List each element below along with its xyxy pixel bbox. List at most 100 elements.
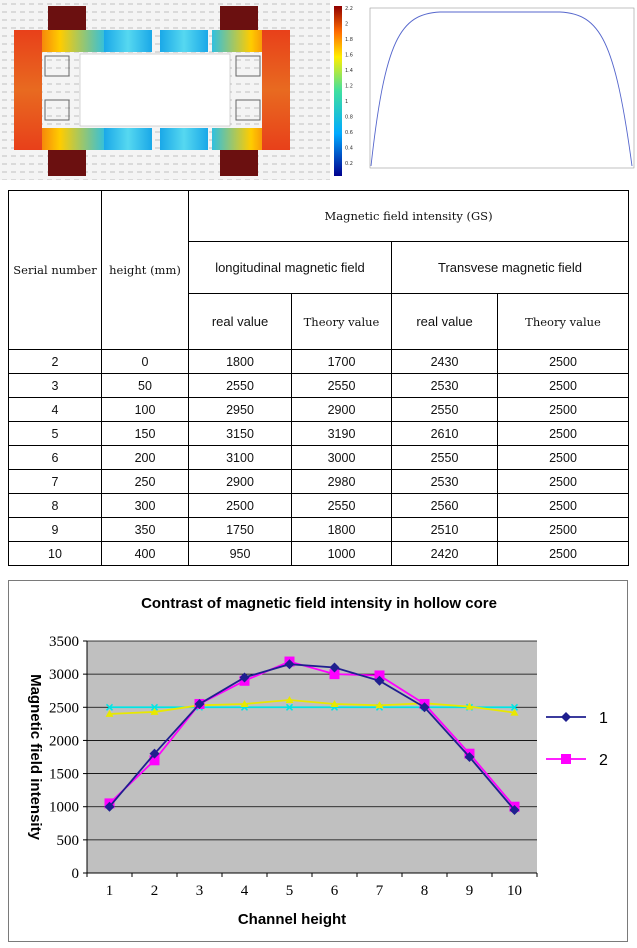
colorbar-tick-label: 2 — [345, 22, 348, 28]
series-line-1 — [108, 663, 516, 811]
table-cell: 2950 — [188, 397, 292, 422]
data-point — [105, 703, 114, 711]
x-tick-label: 4 — [241, 883, 249, 899]
table-cell: 300 — [101, 493, 189, 518]
table-cell: 10 — [8, 541, 102, 566]
table-row: 10 400 950 1000 2420 2500 — [8, 541, 630, 566]
colorbar-tick-label: 1 — [345, 99, 348, 105]
table-cell: 2980 — [291, 469, 392, 494]
table-cell: 2550 — [391, 445, 498, 470]
table-row: 5 150 3150 3190 2610 2500 — [8, 421, 630, 446]
data-point — [149, 755, 160, 766]
colorbar-tick-label: 0.2 — [345, 161, 353, 167]
header-trans-real: real value — [391, 293, 498, 350]
table-cell: 2550 — [291, 493, 392, 518]
data-point — [239, 672, 250, 683]
y-tick-label: 3500 — [49, 634, 79, 650]
chart-title: Contrast of magnetic field intensity in … — [141, 595, 497, 612]
table-cell: 2500 — [496, 469, 630, 494]
data-point — [375, 701, 384, 709]
table-cell: 0 — [101, 349, 189, 374]
table-cell: 2530 — [391, 373, 498, 398]
data-point — [510, 708, 519, 716]
data-point — [104, 801, 115, 812]
x-tick-label: 3 — [196, 883, 204, 899]
data-point — [509, 805, 520, 816]
data-point — [240, 699, 249, 707]
line-chart: Contrast of magnetic field intensity in … — [27, 595, 608, 928]
table-row: 9 350 1750 1800 2510 2500 — [8, 517, 630, 542]
table-cell: 3000 — [291, 445, 392, 470]
field-simulation-image — [0, 0, 330, 180]
table-cell: 2500 — [496, 421, 630, 446]
table-cell: 2500 — [188, 493, 292, 518]
colorbar-tick-label: 1.8 — [345, 37, 353, 43]
table-row: 6 200 3100 3000 2550 2500 — [8, 445, 630, 470]
table-cell: 2550 — [391, 397, 498, 422]
table-cell: 2500 — [496, 445, 630, 470]
table-cell: 950 — [188, 541, 292, 566]
table-cell: 3 — [8, 373, 102, 398]
y-tick-label: 0 — [72, 866, 80, 882]
table-row: 7 250 2900 2980 2530 2500 — [8, 469, 630, 494]
chart-container: Contrast of magnetic field intensity in … — [8, 580, 628, 942]
data-point — [561, 712, 571, 722]
data-point — [149, 748, 160, 759]
table-cell: 3190 — [291, 421, 392, 446]
colorbar-tick-label: 1.4 — [345, 68, 353, 74]
legend-label: 1 — [599, 710, 608, 727]
table-cell: 2430 — [391, 349, 498, 374]
table-cell: 2510 — [391, 517, 498, 542]
table-cell: 4 — [8, 397, 102, 422]
x-tick-label: 2 — [151, 883, 159, 899]
table-cell: 100 — [101, 397, 189, 422]
table-cell: 2500 — [496, 493, 630, 518]
header-serial-number: Serial number — [8, 190, 102, 350]
y-tick-label: 2000 — [49, 733, 79, 749]
data-point — [464, 752, 475, 762]
table-cell: 3100 — [188, 445, 292, 470]
data-point — [374, 675, 385, 686]
data-point — [329, 662, 340, 673]
data-point — [284, 659, 295, 670]
legend-label: 2 — [599, 752, 608, 769]
x-tick-label: 9 — [466, 883, 474, 899]
table-cell: 350 — [101, 517, 189, 542]
data-point — [330, 699, 339, 707]
x-tick-label: 5 — [286, 883, 294, 899]
x-tick-label: 1 — [106, 883, 114, 899]
table-cell: 2900 — [291, 397, 392, 422]
y-axis-label: Magnetic field intensity — [27, 674, 44, 841]
y-tick-label: 1000 — [49, 800, 79, 816]
data-point — [329, 669, 340, 680]
header-longitudinal: longitudinal magnetic field — [188, 241, 392, 294]
colorbar-tick-label: 0.8 — [345, 115, 353, 121]
x-axis-label: Channel height — [238, 911, 346, 928]
series-line-2 — [108, 660, 516, 808]
table-row: 8 300 2500 2550 2560 2500 — [8, 493, 630, 518]
table-cell: 2500 — [496, 517, 630, 542]
header-field-intensity: Magnetic field intensity (GS) — [187, 190, 630, 242]
table-cell: 7 — [8, 469, 102, 494]
table-cell: 50 — [101, 373, 189, 398]
table-cell: 3150 — [188, 421, 292, 446]
data-point — [561, 754, 571, 764]
data-point — [465, 702, 474, 710]
table-cell: 2500 — [496, 373, 630, 398]
data-point — [194, 698, 205, 709]
table-cell: 9 — [8, 517, 102, 542]
data-point — [150, 707, 159, 715]
table-cell: 250 — [101, 469, 189, 494]
colorbar-tick-label: 0.4 — [345, 146, 353, 152]
data-point — [285, 695, 294, 703]
header-long-theory: Theory value — [291, 293, 392, 350]
data-point — [510, 703, 519, 711]
table-cell: 8 — [8, 493, 102, 518]
table-cell: 5 — [8, 421, 102, 446]
table-cell: 2530 — [391, 469, 498, 494]
table-row: 2 0 1800 1700 2430 2500 — [8, 349, 630, 374]
series-line-3 — [109, 699, 515, 715]
table-cell: 1750 — [188, 517, 292, 542]
table-cell: 2500 — [496, 349, 630, 374]
y-tick-label: 3000 — [49, 667, 79, 683]
